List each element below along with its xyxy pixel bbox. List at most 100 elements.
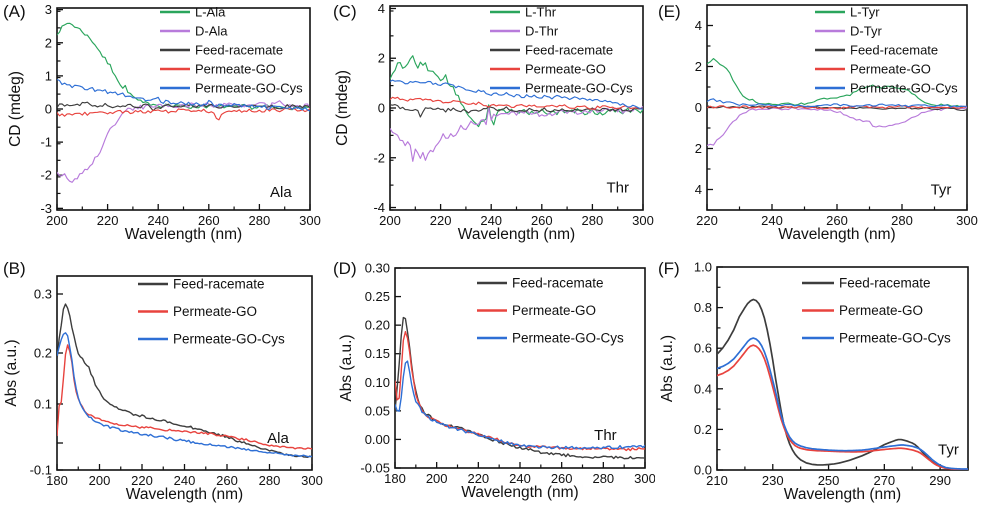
svg-text:Feed-racemate: Feed-racemate (839, 276, 931, 291)
svg-text:0.2: 0.2 (34, 346, 52, 361)
svg-text:Permeate-GO-Cys: Permeate-GO-Cys (195, 81, 303, 96)
svg-text:0.3: 0.3 (34, 287, 52, 302)
svg-text:240: 240 (509, 471, 531, 486)
svg-text:1: 1 (45, 68, 52, 83)
svg-text:280: 280 (891, 213, 913, 228)
svg-text:-0.05: -0.05 (360, 461, 390, 476)
svg-text:4: 4 (695, 18, 702, 33)
svg-text:260: 260 (198, 213, 220, 228)
svg-text:Permeate-GO-Cys: Permeate-GO-Cys (173, 332, 285, 347)
svg-text:0.4: 0.4 (694, 381, 712, 396)
svg-text:180: 180 (46, 473, 68, 488)
svg-text:300: 300 (301, 473, 323, 488)
svg-text:240: 240 (761, 213, 783, 228)
svg-text:200: 200 (89, 473, 111, 488)
svg-text:L-Thr: L-Thr (525, 5, 557, 20)
svg-text:Wavelength (nm): Wavelength (nm) (126, 486, 243, 503)
svg-text:Abs (a.u.): Abs (a.u.) (659, 335, 676, 402)
svg-text:220: 220 (467, 471, 489, 486)
svg-text:280: 280 (249, 213, 271, 228)
svg-text:Permeate-GO-Cys: Permeate-GO-Cys (525, 81, 633, 96)
panel-letter-a: (A) (3, 2, 26, 21)
svg-text:Thr: Thr (594, 427, 617, 444)
svg-text:Abs (a.u.): Abs (a.u.) (3, 339, 20, 406)
svg-text:200: 200 (426, 471, 448, 486)
svg-text:CD (mdeg): CD (mdeg) (7, 71, 24, 147)
svg-text:0.8: 0.8 (694, 300, 712, 315)
panel-letter-d: (D) (333, 259, 357, 278)
svg-text:4: 4 (378, 1, 385, 16)
svg-text:D-Thr: D-Thr (525, 24, 559, 39)
svg-text:Thr: Thr (606, 180, 629, 197)
svg-text:280: 280 (592, 471, 614, 486)
panel-abs-ala: (B) 180 200 220 240 260 280 300 0.3 0.2 0.1 -0.1 Wa… (0, 255, 330, 518)
svg-text:Permeate-GO-Cys: Permeate-GO-Cys (512, 331, 624, 346)
svg-text:210: 210 (706, 473, 728, 488)
svg-text:L-Tyr: L-Tyr (850, 5, 880, 20)
svg-text:Feed-racemate: Feed-racemate (173, 277, 265, 292)
svg-text:L-Ala: L-Ala (195, 5, 226, 20)
svg-text:2: 2 (45, 35, 52, 50)
svg-text:-4: -4 (373, 200, 385, 215)
svg-text:Feed-racemate: Feed-racemate (850, 43, 938, 58)
panel-abs-tyr: (F) 210 230 250 270 290 1.0 0.8 0.6 0.4 0.2 0.0 Wav… (655, 255, 983, 518)
cd-spectrum-thr-plot: 200 220 240 260 280 300 4 2 0 -2 -4 Wavelength (nm)… (334, 1, 654, 243)
svg-text:-3: -3 (40, 201, 52, 216)
svg-text:220: 220 (696, 213, 718, 228)
svg-text:Permeate-GO: Permeate-GO (525, 62, 606, 77)
svg-text:Feed-racemate: Feed-racemate (512, 276, 604, 291)
svg-text:0.0: 0.0 (694, 463, 712, 478)
svg-text:200: 200 (46, 213, 68, 228)
svg-text:2: 2 (378, 51, 385, 66)
svg-text:D-Ala: D-Ala (195, 24, 228, 39)
abs-spectrum-tyr-plot: 210 230 250 270 290 1.0 0.8 0.6 0.4 0.2 0.0 Wavelen… (659, 260, 969, 503)
svg-text:Wavelength (nm): Wavelength (nm) (778, 226, 895, 243)
svg-text:0: 0 (695, 100, 702, 115)
svg-text:0.15: 0.15 (365, 346, 390, 361)
panel-abs-thr: (D) 180 200 220 240 260 280 300 0.30 0.25 0.20 0.1… (330, 255, 655, 518)
svg-text:0: 0 (45, 102, 52, 117)
svg-text:180: 180 (384, 471, 406, 486)
svg-text:240: 240 (174, 473, 196, 488)
svg-text:Permeate-GO: Permeate-GO (195, 62, 276, 77)
svg-text:Permeate-GO: Permeate-GO (173, 304, 257, 319)
svg-text:260: 260 (826, 213, 848, 228)
svg-text:0.10: 0.10 (365, 375, 390, 390)
svg-text:Wavelength (nm): Wavelength (nm) (784, 486, 901, 503)
svg-text:Feed-racemate: Feed-racemate (525, 43, 613, 58)
svg-text:0.2: 0.2 (694, 422, 712, 437)
svg-text:Permeate-GO: Permeate-GO (839, 303, 923, 318)
svg-text:250: 250 (818, 473, 840, 488)
svg-text:Permeate-GO-Cys: Permeate-GO-Cys (850, 81, 958, 96)
svg-text:-2: -2 (40, 168, 52, 183)
svg-text:Tyr: Tyr (931, 182, 952, 199)
svg-text:Wavelength (nm): Wavelength (nm) (461, 484, 578, 501)
svg-text:D-Tyr: D-Tyr (850, 24, 882, 39)
svg-text:2: 2 (695, 59, 702, 74)
svg-text:240: 240 (480, 213, 502, 228)
svg-text:0.25: 0.25 (365, 289, 390, 304)
svg-text:240: 240 (147, 213, 169, 228)
svg-text:CD (mdeg): CD (mdeg) (334, 70, 351, 146)
svg-text:Abs (a.u.): Abs (a.u.) (338, 334, 355, 401)
svg-text:Wavelength (nm): Wavelength (nm) (458, 226, 575, 243)
svg-text:1.0: 1.0 (694, 260, 712, 275)
svg-text:-2: -2 (373, 150, 385, 165)
svg-text:220: 220 (97, 213, 119, 228)
panel-letter-c: (C) (333, 2, 357, 21)
svg-text:0.30: 0.30 (365, 261, 390, 276)
svg-text:300: 300 (634, 471, 655, 486)
svg-text:0.6: 0.6 (694, 341, 712, 356)
svg-text:Permeate-GO-Cys: Permeate-GO-Cys (839, 331, 951, 346)
svg-text:Permeate-GO: Permeate-GO (850, 62, 931, 77)
svg-text:Wavelength (nm): Wavelength (nm) (125, 226, 242, 243)
svg-text:Permeate-GO: Permeate-GO (512, 303, 596, 318)
svg-text:260: 260 (531, 213, 553, 228)
svg-text:Ala: Ala (270, 184, 292, 201)
panel-letter-e: (E) (658, 2, 681, 21)
svg-text:4: 4 (695, 182, 702, 197)
svg-text:230: 230 (762, 473, 784, 488)
abs-spectrum-ala-plot: 180 200 220 240 260 280 300 0.3 0.2 0.1 -0.1 Wavele… (3, 275, 323, 503)
svg-text:300: 300 (956, 213, 978, 228)
